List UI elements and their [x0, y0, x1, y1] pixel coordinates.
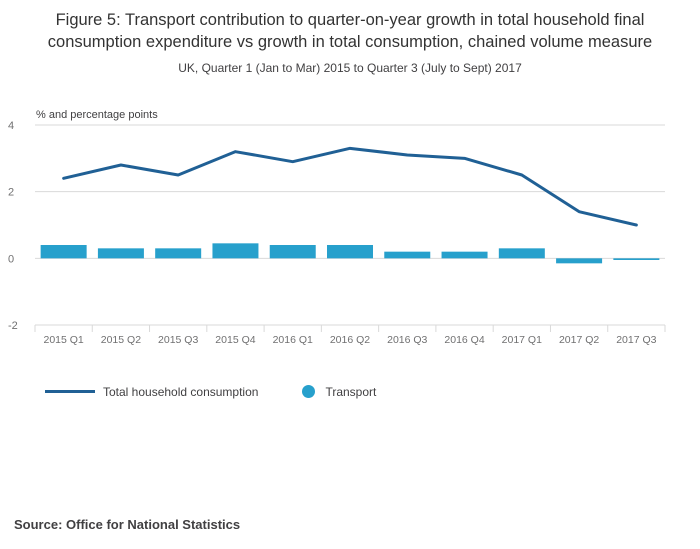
svg-text:2017 Q2: 2017 Q2: [559, 334, 599, 346]
svg-text:2016 Q3: 2016 Q3: [387, 334, 427, 346]
legend-item-total-household-consumption: Total household consumption: [45, 385, 258, 399]
svg-text:2016 Q2: 2016 Q2: [330, 334, 370, 346]
svg-text:-2: -2: [8, 320, 18, 332]
svg-text:2015 Q4: 2015 Q4: [215, 334, 255, 346]
legend-label-transport: Transport: [325, 384, 377, 399]
svg-text:2015 Q3: 2015 Q3: [158, 334, 198, 346]
svg-text:2015 Q1: 2015 Q1: [43, 334, 83, 346]
source-note: Source: Office for National Statistics: [14, 517, 241, 532]
svg-text:2016 Q1: 2016 Q1: [273, 334, 313, 346]
svg-text:2: 2: [8, 186, 14, 198]
chart-canvas: 4 2 0 -2 % and percentage points 2015 Q1 2015 …: [8, 109, 666, 346]
svg-text:4: 4: [8, 120, 14, 132]
svg-text:2016 Q4: 2016 Q4: [444, 334, 484, 346]
legend-label-total-household-consumption: Total household consumption: [103, 384, 259, 399]
legend-dot-swatch: [302, 385, 316, 399]
legend-line-swatch: [45, 390, 95, 394]
svg-text:2015 Q2: 2015 Q2: [101, 334, 141, 346]
svg-text:0: 0: [8, 253, 14, 265]
chart-subtitle: UK, Quarter 1 (Jan to Mar) 2015 to Quart…: [178, 60, 522, 75]
legend-item-transport: Transport: [302, 385, 376, 399]
legend: Total household consumption Transport: [45, 385, 700, 399]
svg-text:2017 Q3: 2017 Q3: [616, 334, 656, 346]
svg-text:% and percentage points: % and percentage points: [36, 109, 158, 121]
chart-title: Figure 5: Transport contribution to quar…: [47, 11, 653, 51]
svg-text:2017 Q1: 2017 Q1: [502, 334, 542, 346]
